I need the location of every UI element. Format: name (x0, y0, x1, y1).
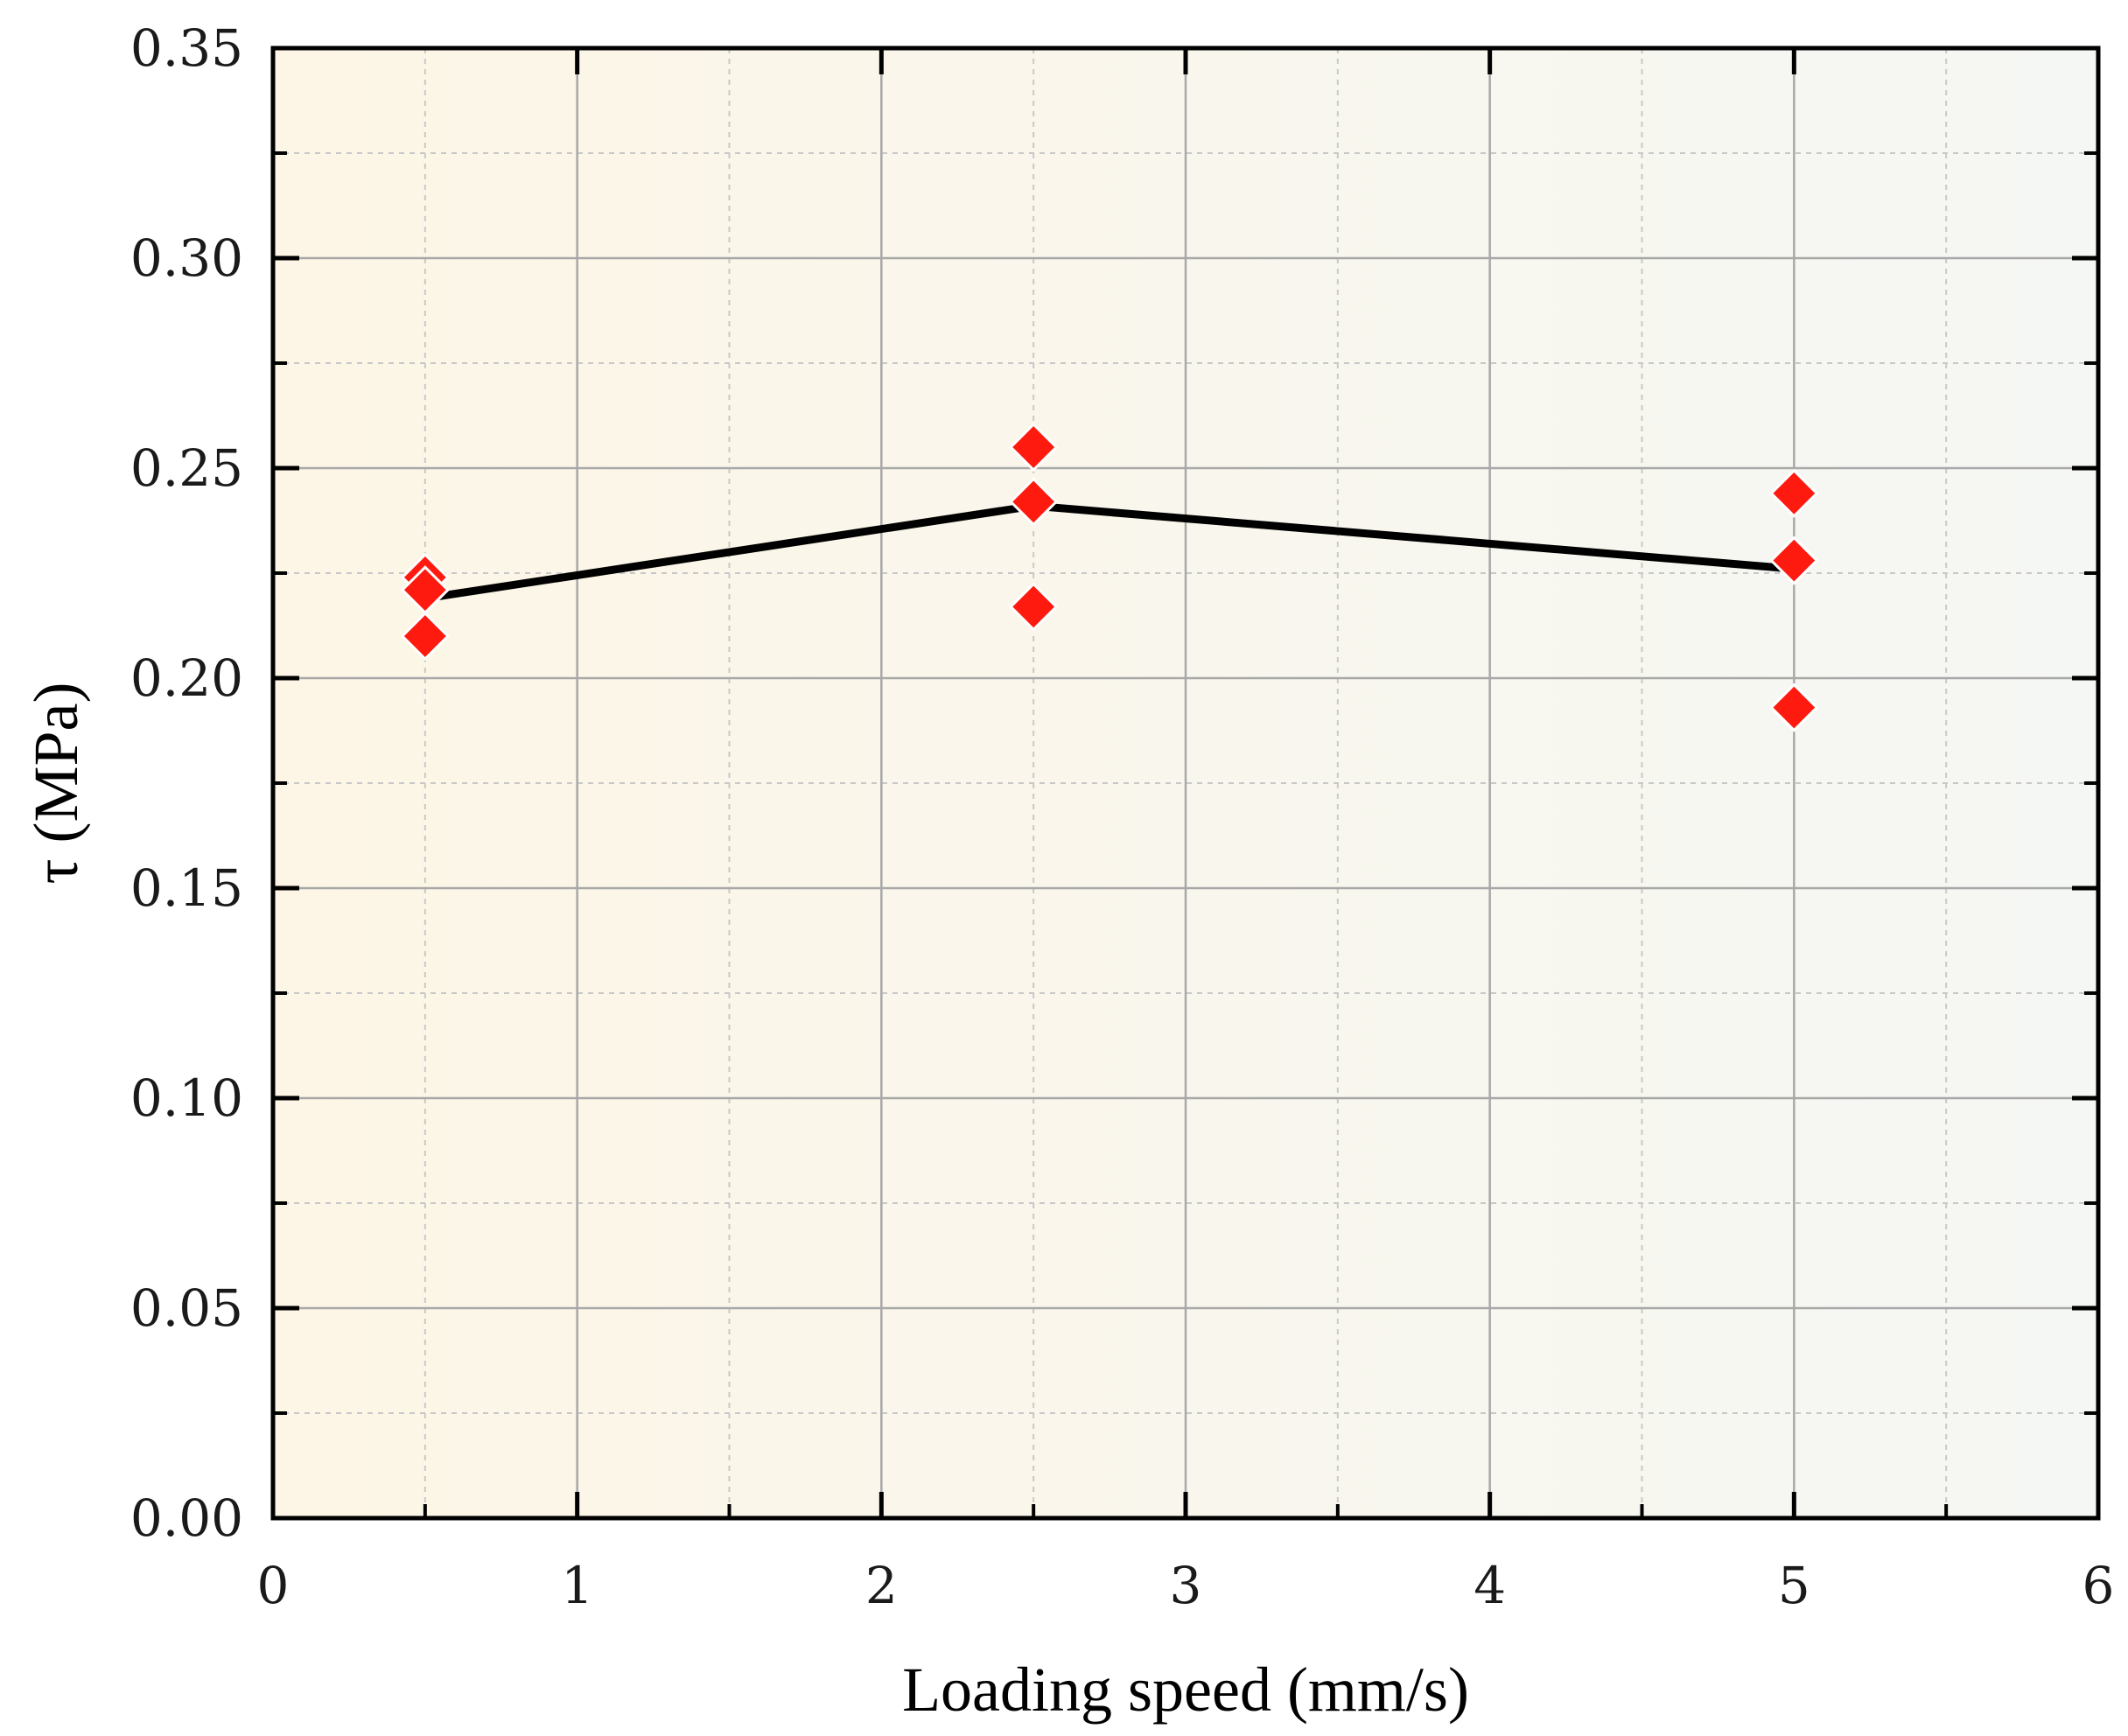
data-point (1769, 536, 1819, 585)
x-axis-title: Loading speed (mm/s) (902, 1655, 1469, 1725)
y-tick-label: 0.05 (130, 1278, 243, 1338)
y-tick-labels: 0.00 0.05 0.10 0.15 0.20 0.25 0.30 0.35 (130, 18, 243, 1548)
x-tick-label: 1 (561, 1556, 593, 1615)
x-tick-label: 2 (865, 1556, 898, 1615)
data-point (400, 611, 450, 662)
data-point (1769, 468, 1819, 518)
data-points-layer (400, 422, 1819, 732)
x-tick-label: 5 (1778, 1556, 1810, 1615)
data-point (1009, 477, 1059, 527)
data-point (1769, 682, 1819, 732)
x-tick-label: 4 (1474, 1556, 1506, 1615)
y-tick-label: 0.10 (130, 1068, 243, 1128)
plot-frame (270, 46, 2101, 1521)
y-tick-label: 0.00 (130, 1488, 243, 1548)
data-point (1009, 582, 1059, 632)
minor-grid (273, 48, 2098, 1518)
x-tick-label: 6 (2082, 1556, 2115, 1615)
y-tick-label: 0.15 (130, 858, 243, 918)
y-axis-title: τ (MPa) (21, 682, 91, 885)
data-point (1009, 422, 1059, 472)
y-tick-label: 0.25 (130, 438, 243, 498)
y-tick-label: 0.30 (130, 228, 243, 288)
x-tick-label: 3 (1170, 1556, 1202, 1615)
y-tick-label: 0.20 (130, 648, 243, 708)
x-tick-label: 0 (257, 1556, 290, 1615)
y-tick-label: 0.35 (130, 18, 243, 78)
x-tick-labels: 0 1 2 3 4 5 6 (257, 1556, 2115, 1615)
